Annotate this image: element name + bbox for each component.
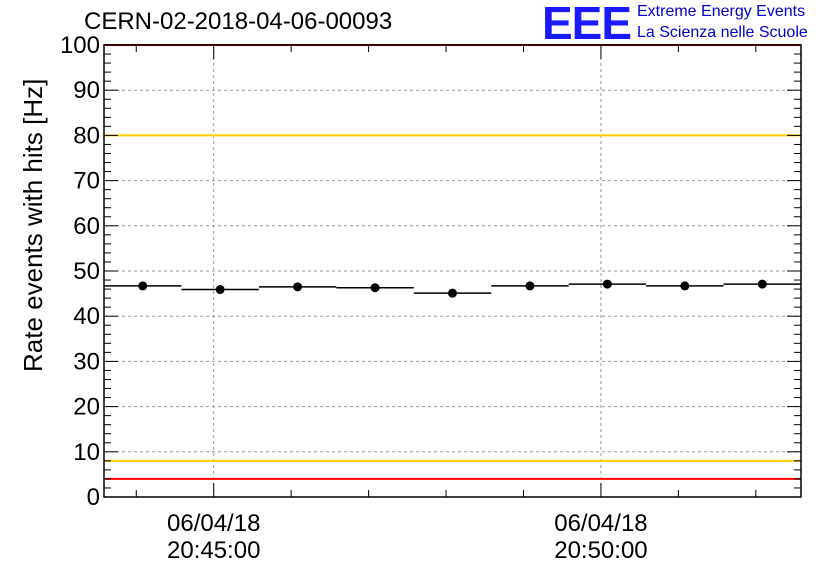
logo-line-1: Extreme Energy Events: [637, 3, 806, 20]
data-point: [680, 281, 690, 291]
y-tick-label: 50: [73, 258, 100, 285]
y-tick-label: 40: [73, 303, 100, 330]
x-tick-label-time: 20:45:00: [167, 537, 260, 564]
y-tick-label: 100: [60, 32, 100, 59]
y-tick-label: 0: [87, 484, 100, 511]
y-axis-label: Rate events with hits [Hz]: [18, 78, 48, 372]
axis-ticks: [104, 44, 801, 498]
y-tick-label: 20: [73, 394, 100, 421]
logo-line-2: La Scienza nelle Scuole: [637, 24, 808, 41]
data-point: [370, 283, 380, 293]
y-tick-label: 90: [73, 77, 100, 104]
data-point: [757, 279, 767, 289]
y-tick-label: 70: [73, 168, 100, 195]
data-series: [104, 279, 801, 298]
data-point: [215, 285, 225, 295]
y-tick-label: 80: [73, 122, 100, 149]
y-tick-label: 10: [73, 439, 100, 466]
data-point: [602, 279, 612, 289]
x-tick-label-date: 06/04/18: [167, 510, 260, 537]
grid-layer: [104, 45, 801, 497]
x-tick-label-date: 06/04/18: [554, 510, 647, 537]
reference-lines: [104, 44, 801, 480]
data-point: [138, 281, 148, 291]
chart-title: CERN-02-2018-04-06-00093: [84, 8, 393, 35]
y-tick-label: 30: [73, 348, 100, 375]
tick-labels: 010203040506070809010006/04/1820:45:0006…: [60, 32, 648, 564]
data-point: [293, 282, 303, 292]
y-tick-label: 60: [73, 213, 100, 240]
data-point: [448, 288, 457, 298]
data-point: [525, 281, 535, 291]
x-tick-label-time: 20:50:00: [554, 537, 647, 564]
eee-logo: EEE: [542, 0, 632, 49]
